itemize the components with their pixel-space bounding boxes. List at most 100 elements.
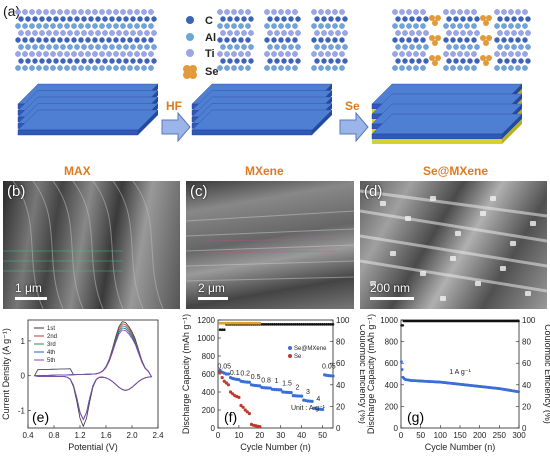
lattice-atom (311, 65, 317, 71)
lattice-atom (464, 37, 470, 43)
ce-point-se (254, 321, 257, 325)
lattice-atom (78, 23, 84, 29)
lattice-atom (423, 58, 429, 64)
x-tick-label: 200 (473, 431, 487, 440)
lattice-atom (245, 65, 251, 71)
lattice-atom (332, 9, 338, 15)
lattice-atom (342, 44, 348, 50)
lattice-atom (227, 58, 233, 64)
lattice-atom (311, 51, 317, 57)
lattice-atom (264, 65, 270, 71)
lattice-atom (497, 30, 503, 36)
lattice-atom (471, 51, 477, 57)
lattice-atom (18, 30, 24, 36)
lattice-atom (453, 16, 459, 22)
lattice-atom (109, 58, 115, 64)
x-tick-label: 0 (399, 431, 404, 440)
lattice-atom (43, 37, 49, 43)
lattice-atom (53, 58, 59, 64)
y2-tick-label: 20 (522, 402, 531, 411)
lattice-atom (402, 16, 408, 22)
ce-point (218, 328, 222, 332)
lattice-atom (522, 51, 528, 57)
y-tick-label: 800 (202, 352, 216, 361)
max-lattice (15, 9, 157, 71)
lattice-atom (332, 37, 338, 43)
lattice-atom (92, 37, 98, 43)
capacity-point-semxene (320, 407, 325, 412)
lattice-atom (339, 37, 345, 43)
x-tick-label: 250 (493, 431, 507, 440)
lattice-atom (281, 44, 287, 50)
capacity-point-se (228, 390, 233, 394)
lattice-atom (220, 30, 226, 36)
slab-top (191, 109, 333, 131)
lattice-atom (50, 9, 56, 15)
lattice-atom (314, 30, 320, 36)
lattice-atom (264, 9, 270, 15)
lattice-atom (148, 9, 154, 15)
lattice-atom (60, 30, 66, 36)
lattice-atom (102, 58, 108, 64)
legend-entry: 3rd (47, 342, 56, 348)
lattice-atom (409, 44, 415, 50)
nanoparticle (430, 196, 436, 201)
lattice-atom (406, 65, 412, 71)
lattice-atom (522, 23, 528, 29)
se-arrow-icon (339, 111, 369, 143)
lattice-atom (120, 37, 126, 43)
ce-point-se (245, 321, 249, 325)
lattice-atom (92, 51, 98, 57)
lattice-atom (335, 58, 341, 64)
lattice-atom (99, 9, 105, 15)
lattice-atom (443, 23, 449, 29)
lattice-atom (120, 51, 126, 57)
lattice-atom (39, 44, 45, 50)
legend-se: Se (294, 354, 302, 360)
lattice-atom (325, 65, 331, 71)
lattice-atom (342, 16, 348, 22)
lattice-atom (292, 23, 298, 29)
lattice-atom (113, 65, 119, 71)
lattice-atom (450, 51, 456, 57)
lattice-atom (409, 58, 415, 64)
y-tick-label: 1 (21, 337, 26, 346)
x-tick-label: 30 (276, 431, 285, 440)
lattice-atom (474, 44, 480, 50)
lattice-atom (57, 65, 63, 71)
lattice-atom (71, 51, 77, 57)
lattice-atom (267, 30, 273, 36)
lattice-atom (85, 51, 91, 57)
lattice-atom (234, 16, 240, 22)
ce-point (314, 323, 318, 326)
legend-entry: 4th (47, 350, 55, 356)
lattice-atom (392, 65, 398, 71)
scale-label-b: 1 μm (15, 281, 42, 295)
lattice-atom (74, 16, 80, 22)
lattice-atom (137, 44, 143, 50)
nanoparticle (420, 271, 426, 276)
lattice-atom (504, 58, 510, 64)
lattice-atom (43, 51, 49, 57)
lattice-atom (238, 65, 244, 71)
lattice-atom (116, 58, 122, 64)
legend-swatch-semxene (288, 346, 292, 350)
lattice-atom (325, 9, 331, 15)
lattice-atom (130, 44, 136, 50)
lattice-atom (81, 44, 87, 50)
ce-point (300, 323, 303, 326)
lattice-atom (46, 58, 52, 64)
lattice-atom (467, 30, 473, 36)
lattice-atom (464, 23, 470, 29)
x-tick-label: 50 (416, 431, 425, 440)
lattice-atom (81, 58, 87, 64)
hf-arrow-icon (161, 111, 191, 143)
lattice-atom (88, 30, 94, 36)
semxene-lattice (392, 9, 531, 71)
lattice-atom (227, 16, 233, 22)
lattice-atom (134, 9, 140, 15)
y-tick-label: 0 (394, 424, 399, 433)
lattice-atom (245, 9, 251, 15)
panel-label-c: (c) (190, 183, 208, 200)
lattice-atom (328, 58, 334, 64)
